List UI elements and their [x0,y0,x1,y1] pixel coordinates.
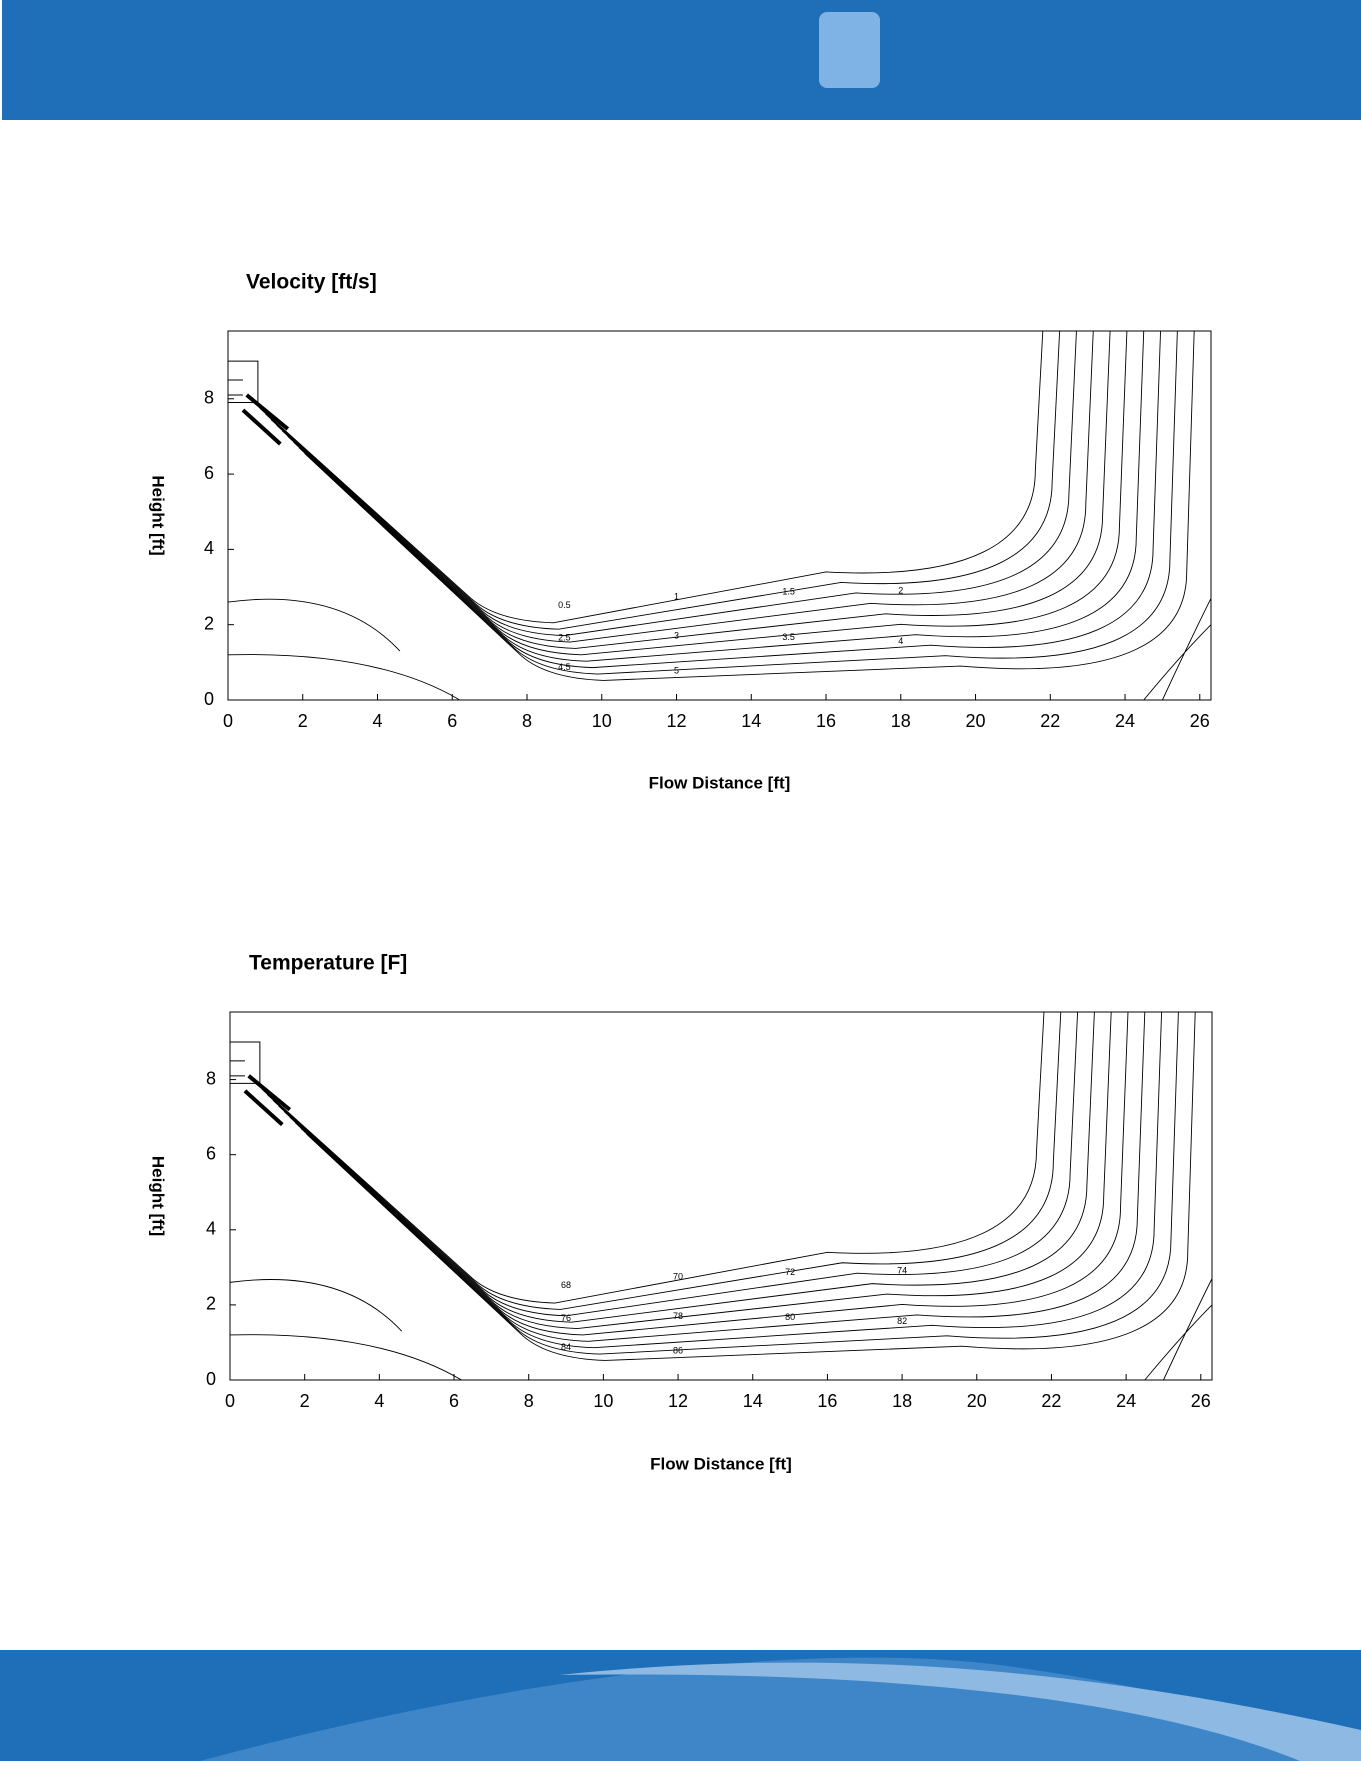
contour-line [295,1011,1163,1349]
header-band [2,0,1361,120]
x-tick-label: 4 [374,1391,384,1411]
contour-line [259,330,1061,630]
y-tick-label: 6 [204,463,214,483]
x-tick-label: 2 [298,711,308,731]
contour-label: 2.5 [558,633,571,643]
contour-label: 82 [897,1316,907,1326]
contour-line [289,1011,1146,1342]
x-tick-label: 24 [1116,1391,1136,1411]
x-tick-label: 18 [892,1391,912,1411]
contour-detail [229,1278,1213,1381]
chart-title: Temperature [F] [249,952,407,975]
contour-line [298,330,1178,675]
x-tick-label: 8 [522,711,532,731]
contour-label: 4.5 [558,662,571,672]
contour-line [304,330,1195,681]
contour-label: 1.5 [782,587,795,597]
contour-detail [227,598,1212,701]
contour-line [267,1011,1079,1317]
x-tick-label: 16 [817,1391,837,1411]
contour-line [272,1011,1095,1323]
contour-label: 2 [898,585,903,595]
x-tick-label: 20 [967,1391,987,1411]
plot-frame [227,330,1212,701]
contour-label: 78 [673,1311,683,1321]
contour-line [278,1011,1112,1330]
x-tick-label: 0 [225,1391,235,1411]
x-tick-label: 22 [1040,711,1060,731]
contour-line [276,330,1111,649]
x-tick-label: 0 [223,711,233,731]
y-axis-label: Height [ft] [149,1156,168,1236]
contour-label: 5 [674,665,679,675]
contour-line [281,330,1128,656]
x-tick-label: 16 [816,711,836,731]
jet [241,393,290,446]
contour-label: 70 [673,1272,683,1282]
x-tick-label: 10 [593,1391,613,1411]
contour-label: 72 [785,1267,795,1277]
x-tick-label: 6 [447,711,457,731]
y-tick-label: 8 [206,1068,216,1088]
contour-line [287,330,1145,662]
y-tick-label: 8 [204,388,214,408]
y-tick-label: 2 [206,1294,216,1314]
contour-label: 84 [561,1342,571,1352]
header-tab [819,12,880,88]
x-tick-label: 14 [741,711,761,731]
contour-label: 80 [785,1312,795,1322]
x-tick-label: 2 [300,1391,310,1411]
contour-label: 3.5 [782,632,795,642]
contour-chart: Temperature [F] Flow Distance [ft] Height … [149,952,1213,1473]
x-tick-label: 24 [1115,711,1135,731]
x-tick-label: 18 [891,711,911,731]
x-axis-label: Flow Distance [ft] [650,1454,792,1473]
contour-line [293,330,1161,669]
contour-label: 76 [561,1313,571,1323]
contour-label: 68 [561,1280,571,1290]
inlet [228,360,259,404]
contour-line [265,330,1077,637]
contour-line [283,1011,1129,1336]
footer [0,1650,1361,1761]
contour-line [261,1011,1062,1310]
x-tick-label: 8 [524,1391,534,1411]
x-tick-label: 14 [743,1391,763,1411]
contour-label: 1 [674,591,679,601]
x-tick-label: 10 [592,711,612,731]
contour-line [306,1011,1196,1361]
plot-frame [229,1011,1213,1381]
contour-line [270,330,1094,643]
x-axis-label: Flow Distance [ft] [649,773,791,792]
y-tick-label: 2 [204,613,214,633]
contour-label: 4 [898,636,903,646]
x-tick-label: 4 [372,711,382,731]
x-tick-label: 22 [1041,1391,1061,1411]
chart-title: Velocity [ft/s] [246,271,377,294]
x-tick-label: 26 [1190,711,1210,731]
jet [243,1074,292,1127]
x-tick-label: 6 [449,1391,459,1411]
x-tick-label: 12 [668,1391,688,1411]
x-tick-label: 26 [1191,1391,1211,1411]
y-tick-label: 4 [206,1219,216,1239]
contour-label: 3 [674,631,679,641]
inlet [230,1041,261,1084]
y-tick-label: 0 [204,689,214,709]
y-tick-label: 4 [204,538,214,558]
contour-label: 86 [673,1345,683,1355]
contour-line [300,1011,1179,1355]
y-axis-label: Height [ft] [149,475,168,555]
contour-line [255,1011,1045,1304]
contour-label: 74 [897,1266,907,1276]
x-tick-label: 12 [667,711,687,731]
y-tick-label: 0 [206,1369,216,1389]
footer-wave-light [560,1662,1361,1761]
contour-chart: Velocity [ft/s] Flow Distance [ft] Height … [149,271,1212,792]
contour-label: 0.5 [558,600,571,610]
x-tick-label: 20 [966,711,986,731]
contour-line [253,330,1044,624]
y-tick-label: 6 [206,1143,216,1163]
